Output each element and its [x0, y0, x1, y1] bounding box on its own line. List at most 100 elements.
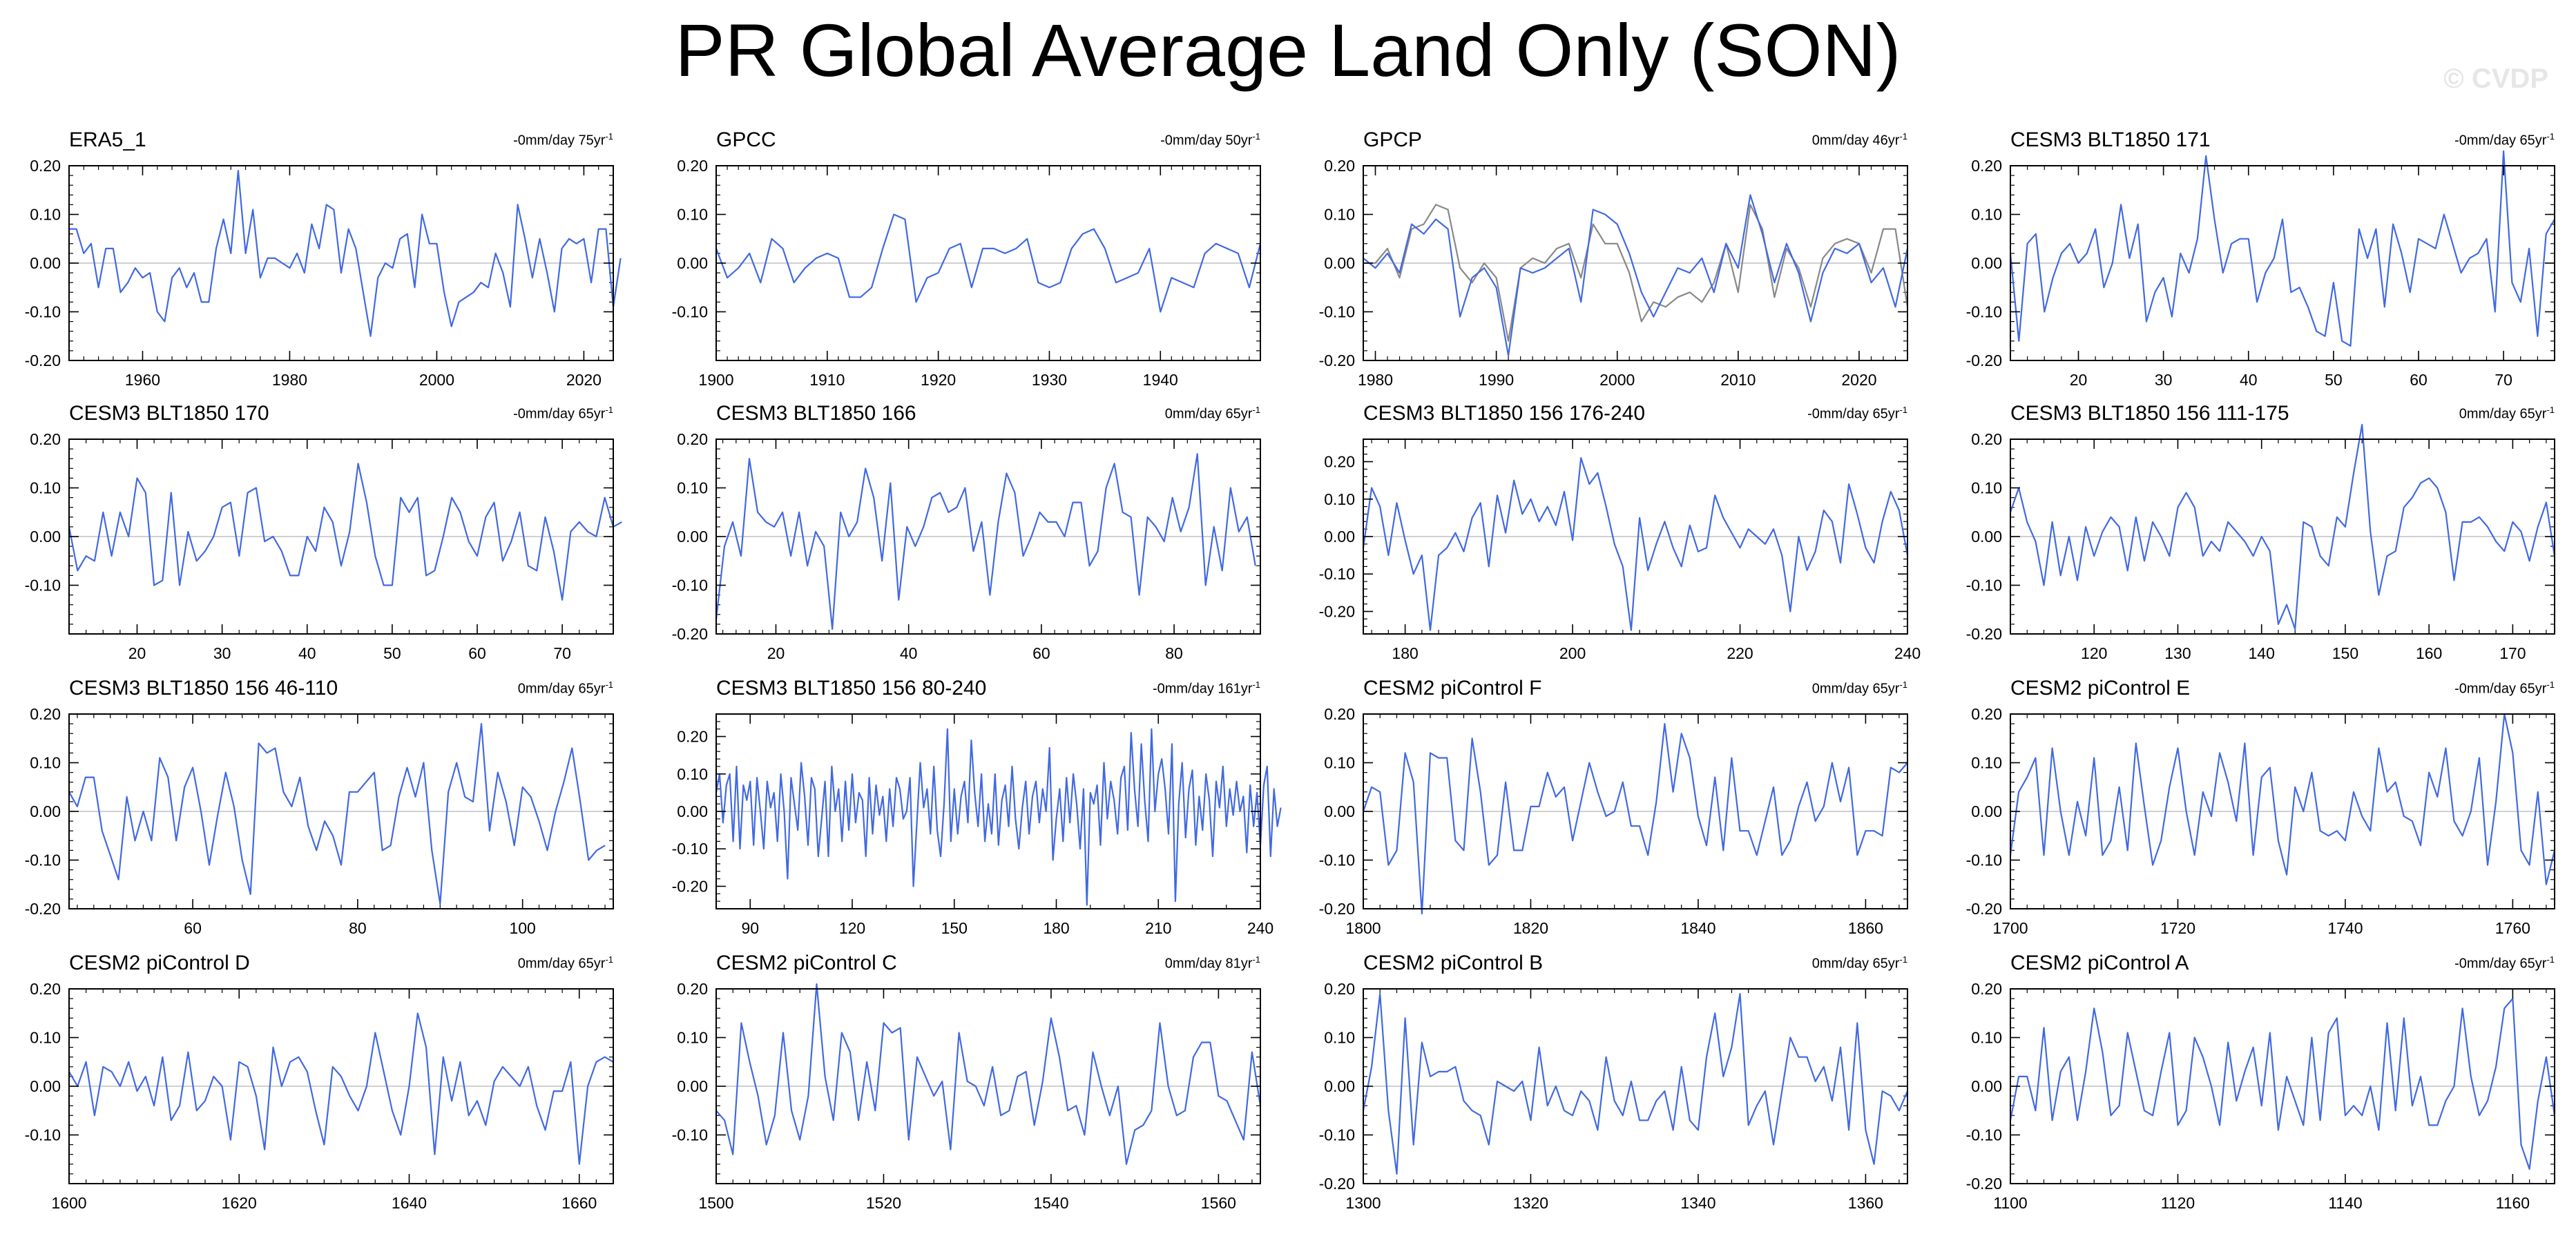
- chart-panel: CESM3 BLT1850 171 -0mm/day 65yr-1 20 30 40 50…: [1966, 128, 2555, 389]
- y-tick-label: -0.10: [1966, 851, 2002, 869]
- panel-title: CESM2 piControl F: [1363, 677, 1542, 700]
- y-tick-label: -0.20: [1319, 900, 1355, 918]
- y-tick-label: 0.10: [30, 754, 61, 772]
- x-tick-label: 1540: [1033, 1194, 1068, 1212]
- panel-title: CESM2 piControl D: [69, 952, 250, 974]
- y-tick-label: -0.10: [25, 851, 61, 869]
- trend-exponent: -1: [2546, 131, 2555, 142]
- panel-title: CESM3 BLT1850 156 46-110: [69, 677, 338, 700]
- y-tick-label: 0.20: [1971, 980, 2002, 998]
- y-tick-label: 0.00: [677, 1077, 708, 1095]
- x-tick-label: 240: [1894, 644, 1921, 662]
- x-tick-label: 1620: [222, 1194, 257, 1212]
- panel-title: CESM3 BLT1850 156 80-240: [716, 677, 987, 700]
- x-tick-label: 1860: [1848, 919, 1883, 937]
- x-tick-label: 60: [1032, 644, 1050, 662]
- x-tick-label: 140: [2249, 644, 2275, 662]
- x-tick-label: 1760: [2495, 919, 2530, 937]
- panel-trend: 0mm/day 65yr-1: [1812, 680, 1907, 697]
- y-tick-label: -0.10: [672, 840, 708, 858]
- chart-plot: 1300 1320 1340 1360 -0.20 -0.10 0.00 0.10 0.20: [1319, 980, 1909, 1212]
- series-line: [715, 453, 1256, 630]
- trend-exponent: -1: [1252, 131, 1260, 142]
- chart-plot: 1600 1620 1640 1660 -0.10 0.00 0.10 0.20: [25, 980, 614, 1212]
- y-tick-label: 0.00: [30, 254, 61, 272]
- y-tick-label: 0.00: [30, 1077, 61, 1095]
- x-tick-label: 200: [1559, 644, 1586, 662]
- y-tick-label: -0.10: [25, 1126, 61, 1144]
- chart-plot: 120 130 140 150 160 170 -0.20 -0.10 0.00 0.10 0.20: [1966, 423, 2556, 662]
- panel-title: ERA5_1: [69, 128, 146, 151]
- y-tick-label: 0.10: [30, 206, 61, 224]
- series-line: [2009, 423, 2556, 630]
- panel-title: CESM3 BLT1850 170: [69, 402, 269, 425]
- trend-text: -0mm/day 75yr: [513, 133, 606, 148]
- y-tick-label: 0.10: [30, 479, 61, 497]
- trend-exponent: -1: [1899, 680, 1907, 690]
- chart-panel: CESM2 piControl D 0mm/day 65yr-1 1600 1620 1…: [25, 952, 614, 1212]
- panel-title: CESM3 BLT1850 156 176-240: [1363, 402, 1646, 425]
- x-tick-label: 1340: [1680, 1194, 1715, 1212]
- y-tick-label: -0.10: [672, 577, 708, 595]
- trend-exponent: -1: [1899, 131, 1907, 142]
- y-tick-label: 0.00: [1324, 1077, 1355, 1095]
- series-line: [2009, 998, 2556, 1170]
- page-title: PR Global Average Land Only (SON): [675, 8, 1901, 92]
- trend-text: 0mm/day 65yr: [1811, 956, 1900, 972]
- chart-panel: CESM3 BLT1850 156 46-110 0mm/day 65yr-1 60…: [25, 677, 614, 937]
- y-tick-label: 0.00: [1324, 802, 1355, 820]
- y-tick-label: -0.20: [1966, 625, 2002, 643]
- x-tick-label: 160: [2416, 644, 2442, 662]
- y-tick-label: 0.20: [1324, 453, 1355, 471]
- series-line: [715, 728, 1282, 906]
- panel-trend: 0mm/day 46yr-1: [1812, 131, 1907, 149]
- x-tick-label: 150: [2332, 644, 2358, 662]
- panel-title: CESM2 piControl C: [716, 952, 897, 974]
- chart-panel: CESM2 piControl C 0mm/day 81yr-1 1500 1520 1…: [672, 952, 1262, 1212]
- panel-trend: -0mm/day 65yr-1: [2454, 131, 2555, 149]
- trend-exponent: -1: [1252, 954, 1260, 965]
- chart-panel: CESM3 BLT1850 156 80-240 -0mm/day 161yr-1…: [672, 677, 1282, 937]
- x-tick-label: 1360: [1848, 1194, 1883, 1212]
- y-tick-label: 0.00: [1971, 254, 2002, 272]
- x-tick-label: 1520: [866, 1194, 901, 1212]
- y-tick-label: 0.00: [1971, 802, 2002, 820]
- x-tick-label: 90: [741, 919, 759, 937]
- y-tick-label: -0.20: [25, 351, 61, 369]
- panel-trend: 0mm/day 65yr-1: [1812, 954, 1907, 972]
- y-tick-label: 0.10: [677, 479, 708, 497]
- chart-plot: 1900 1910 1920 1930 1940 -0.10 0.00 0.10 0.20: [672, 157, 1262, 389]
- x-tick-label: 2000: [1599, 371, 1635, 389]
- y-tick-label: 0.10: [1324, 206, 1355, 224]
- x-tick-label: 1920: [921, 371, 956, 389]
- y-tick-label: 0.20: [677, 728, 708, 746]
- y-tick-label: 0.00: [30, 528, 61, 546]
- trend-exponent: -1: [605, 680, 613, 690]
- x-tick-label: 1980: [1358, 371, 1393, 389]
- x-tick-label: 1160: [2496, 1194, 2530, 1212]
- x-tick-label: 30: [213, 644, 231, 662]
- y-tick-label: -0.20: [1319, 1175, 1355, 1193]
- chart-plot: 180 200 220 240 -0.20 -0.10 0.00 0.10 0.20: [1319, 439, 1921, 662]
- chart-panel: CESM2 piControl B 0mm/day 65yr-1 1300 1320 1…: [1319, 952, 1909, 1212]
- y-tick-label: -0.20: [1319, 602, 1355, 620]
- trend-text: 0mm/day 65yr: [1164, 406, 1253, 422]
- x-tick-label: 170: [2499, 644, 2526, 662]
- y-tick-label: -0.10: [1319, 1126, 1355, 1144]
- y-tick-label: -0.20: [1319, 351, 1355, 369]
- x-tick-label: 1640: [392, 1194, 427, 1212]
- panel-title: GPCC: [716, 128, 776, 151]
- panel-title: CESM2 piControl B: [1363, 952, 1544, 974]
- chart-panel: CESM2 piControl F 0mm/day 65yr-1 1800 1820 1…: [1319, 677, 1908, 937]
- panel-trend: 0mm/day 65yr-1: [518, 680, 613, 697]
- y-tick-label: 0.10: [677, 765, 708, 783]
- x-tick-label: 70: [2495, 371, 2512, 389]
- panel-trend: 0mm/day 81yr-1: [1165, 954, 1260, 972]
- y-tick-label: 0.20: [677, 157, 708, 175]
- y-tick-label: 0.20: [1971, 430, 2002, 448]
- x-tick-label: 1910: [809, 371, 845, 389]
- x-tick-label: 1980: [272, 371, 307, 389]
- chart-panel: CESM2 piControl A -0mm/day 65yr-1 1100 1120…: [1966, 952, 2556, 1212]
- x-tick-label: 210: [1145, 919, 1171, 937]
- x-tick-label: 2000: [419, 371, 454, 389]
